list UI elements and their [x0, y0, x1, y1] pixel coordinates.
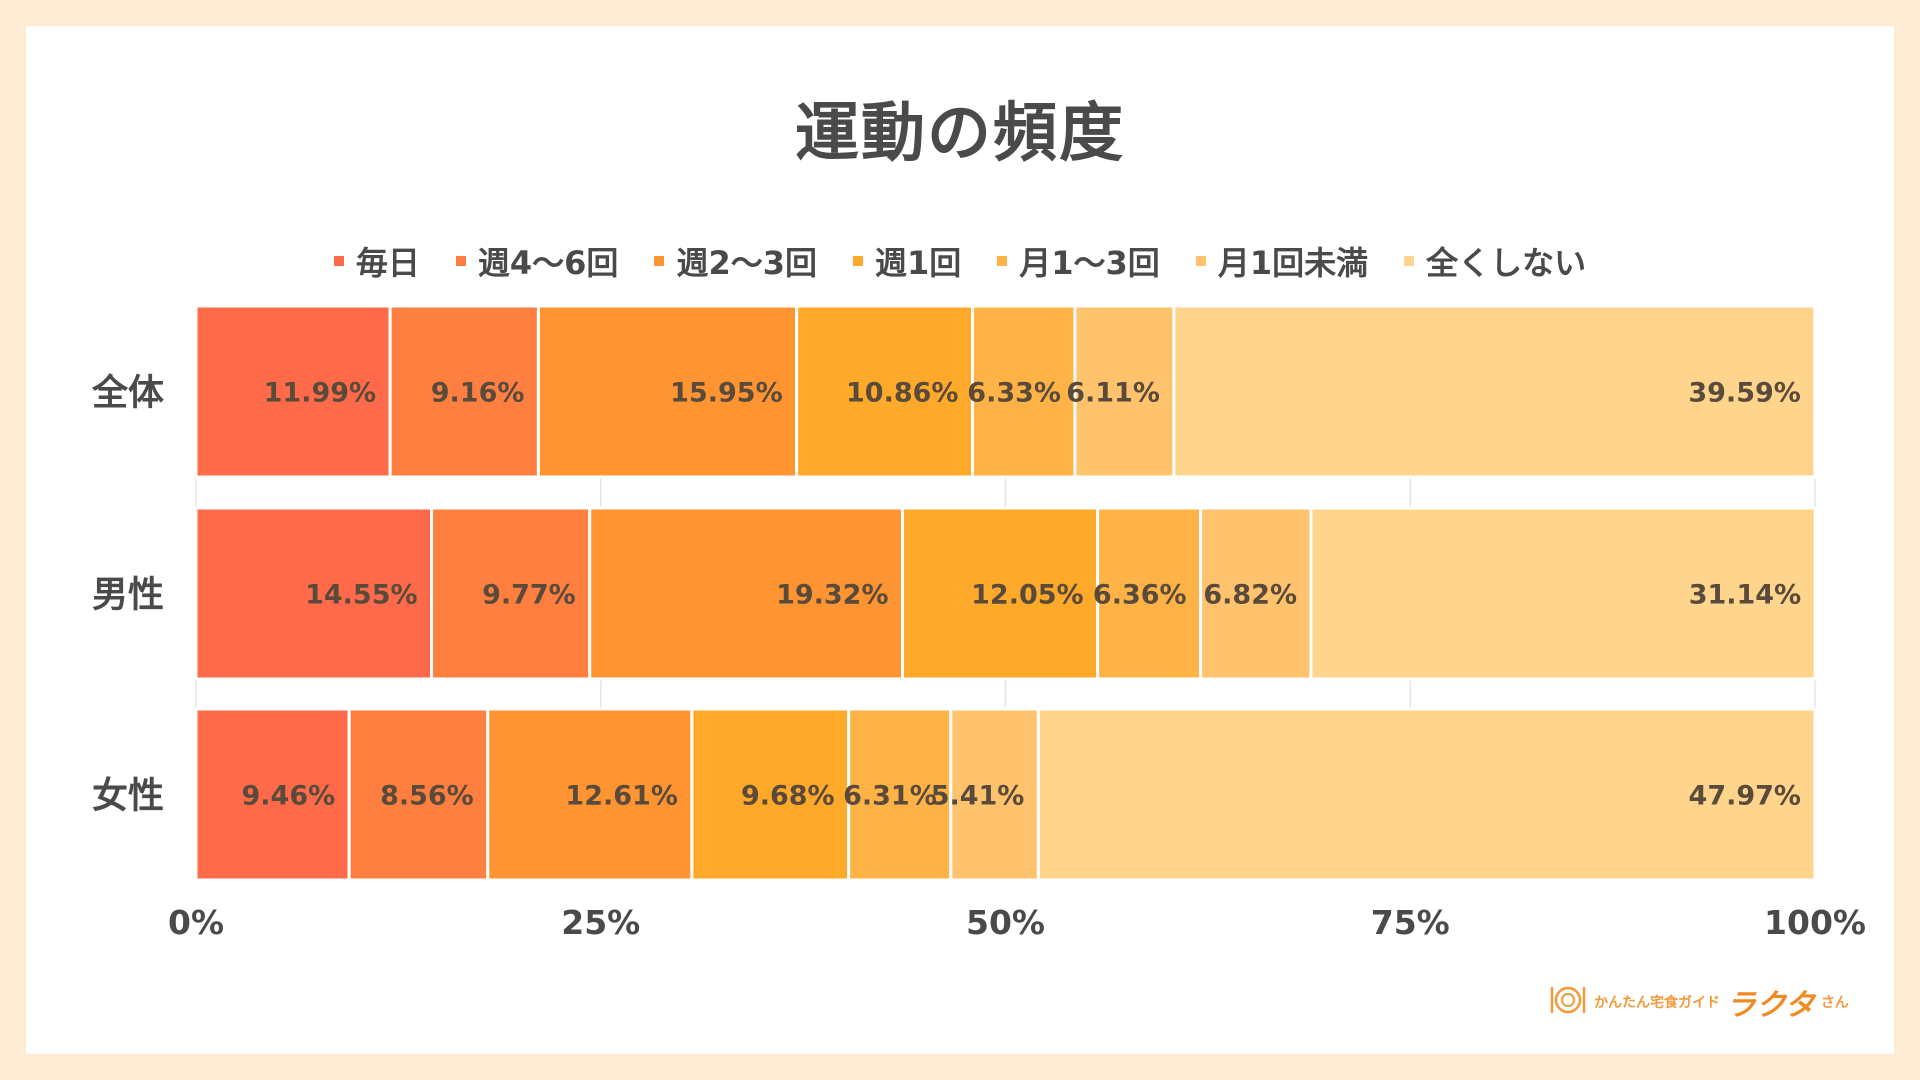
legend-item: 全くしない — [1404, 238, 1586, 284]
bar-segment — [901, 506, 1100, 681]
legend-swatch — [852, 256, 863, 266]
bar-segment — [847, 707, 953, 882]
legend-item: 週2〜3回 — [654, 238, 817, 284]
chart-legend: 毎日 週4〜6回 週2〜3回 週1回 月1〜3回 月1回未満 全くしない — [0, 236, 1920, 286]
x-tick-label: 100% — [1764, 903, 1866, 942]
x-tick-label: 50% — [966, 903, 1045, 942]
legend-swatch — [997, 256, 1008, 266]
category-label: 全体 — [91, 372, 164, 414]
bar-segment — [388, 304, 540, 479]
x-tick-label: 75% — [1371, 903, 1450, 942]
x-tick-label: 25% — [561, 903, 640, 942]
logo-name: ラクタ — [1726, 988, 1815, 1023]
data-label: 6.36% — [1093, 580, 1187, 611]
data-label: 11.99% — [264, 378, 376, 409]
data-label: 19.32% — [776, 580, 888, 611]
data-label: 6.11% — [1066, 378, 1160, 409]
bar-segment — [795, 304, 974, 479]
legend-swatch — [333, 256, 344, 266]
data-label: 6.33% — [967, 378, 1061, 409]
bar-segment — [1172, 304, 1817, 479]
data-label: 10.86% — [846, 378, 958, 409]
legend-item: 週1回 — [852, 238, 962, 284]
logo-subtitle: かんたん宅食ガイド — [1594, 995, 1720, 1011]
legend-label: 週2〜3回 — [676, 244, 817, 282]
brand-logo: かんたん宅食ガイド ラクタ さん — [1548, 982, 1858, 1023]
legend-swatch — [455, 256, 466, 266]
data-label: 6.82% — [1203, 580, 1297, 611]
legend-swatch — [654, 256, 665, 266]
bar-segment — [194, 707, 351, 882]
bar-segment — [486, 707, 694, 882]
data-label: 47.97% — [1689, 781, 1801, 812]
chart-title: 運動の頻度 — [795, 97, 1125, 171]
bar-segment — [970, 304, 1077, 479]
data-label: 12.61% — [565, 781, 677, 812]
legend-label: 毎日 — [355, 244, 420, 282]
legend-label: 全くしない — [1426, 244, 1587, 282]
data-label: 6.31% — [843, 781, 937, 812]
data-label: 9.68% — [741, 781, 835, 812]
legend-item: 毎日 — [333, 238, 420, 284]
bar-segment — [1096, 506, 1203, 681]
data-label: 8.56% — [380, 781, 474, 812]
bar-segment — [1036, 707, 1817, 882]
bar-segment — [1073, 304, 1176, 479]
logo-dish-icon — [1548, 983, 1588, 1021]
legend-label: 週1回 — [874, 244, 962, 282]
x-tick-label: 0% — [168, 903, 224, 942]
data-label: 5.41% — [931, 781, 1025, 812]
legend-item: 月1回未満 — [1195, 238, 1369, 284]
category-label: 女性 — [92, 776, 164, 817]
legend-item: 月1〜3回 — [997, 238, 1160, 284]
bar-segment — [536, 304, 799, 479]
legend-label: 月1〜3回 — [1019, 244, 1160, 282]
data-label: 31.14% — [1689, 580, 1801, 611]
bar-segment — [690, 707, 851, 882]
data-label: 9.16% — [431, 378, 525, 409]
bar-segment — [1199, 506, 1313, 681]
bar-segment — [949, 707, 1040, 882]
legend-swatch — [1195, 256, 1206, 266]
legend-swatch — [1404, 256, 1415, 266]
legend-label: 週4〜6回 — [477, 244, 619, 282]
legend-item: 週4〜6回 — [455, 238, 619, 284]
data-label: 9.46% — [241, 781, 335, 812]
data-label: 9.77% — [482, 580, 576, 611]
bar-segment — [1309, 506, 1817, 681]
data-label: 14.55% — [305, 580, 417, 611]
category-label: 男性 — [92, 575, 164, 616]
legend-label: 月1回未満 — [1217, 244, 1369, 282]
logo-suffix: さん — [1820, 995, 1849, 1011]
data-label: 12.05% — [971, 580, 1083, 611]
data-label: 15.95% — [670, 378, 782, 409]
data-label: 39.59% — [1688, 378, 1800, 409]
